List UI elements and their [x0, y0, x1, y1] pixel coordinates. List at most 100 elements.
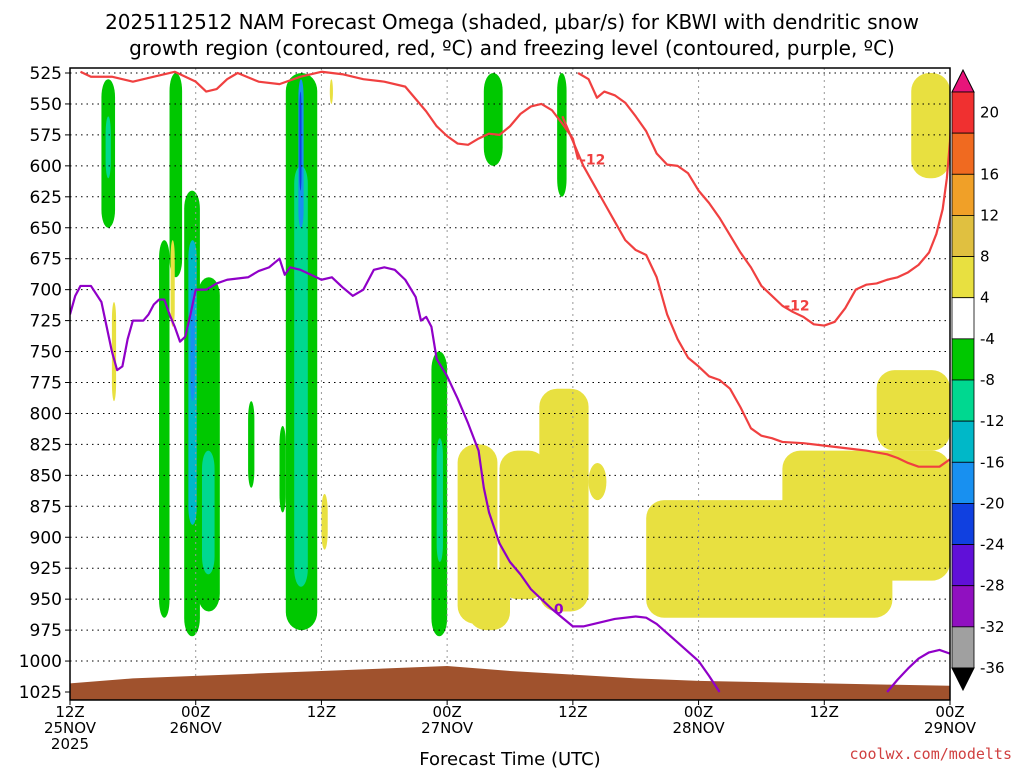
y-tick-label-13: 850 [30, 466, 62, 486]
colorbar-label-3: 8 [980, 248, 990, 266]
colorbar-swatch-11 [951, 544, 975, 587]
y-tick-label-19: 1000 [19, 652, 62, 672]
colorbar-swatch-6 [951, 338, 975, 381]
x-tick-label-3-1: 27NOV [421, 719, 474, 737]
y-tick-label-17: 950 [30, 590, 62, 610]
colorbar-label-5: -4 [980, 330, 995, 348]
colorbar-swatch-2 [951, 173, 975, 216]
credit-text: coolwx.com/modelts [849, 745, 1012, 763]
colorbar-swatch-0 [951, 91, 975, 134]
dendritic-contour-1 [577, 72, 950, 327]
colorbar-label-13: -36 [980, 659, 1005, 677]
y-axis-ticks: 525 550 575 600 625 650 675 700 725 750 775 800 825 8… [19, 64, 70, 703]
x-tick-label-1-1: 26NOV [170, 719, 223, 737]
colorbar-swatch-8 [951, 420, 975, 463]
colorbar-swatch-10 [951, 503, 975, 545]
omega-region-9 [248, 401, 255, 488]
omega-region-8 [202, 450, 215, 575]
x-tick-label-0-2: 2025 [51, 735, 89, 753]
freezing-contour-1 [886, 648, 950, 693]
omega-region-22 [329, 79, 333, 104]
colorbar-swatch-4 [951, 256, 975, 299]
omega-region-29 [782, 450, 950, 581]
colorbar-swatch-5 [951, 297, 975, 340]
omega-region-27 [588, 462, 607, 501]
x-tick-label-7-0: 00Z [935, 703, 964, 721]
colorbar-label-0: 20 [980, 104, 999, 122]
y-tick-label-12: 825 [30, 435, 62, 455]
colorbar-swatch-1 [951, 132, 975, 175]
omega-region-2 [159, 240, 170, 618]
x-tick-label-7-1: 29NOV [924, 719, 977, 737]
colorbar-label-8: -16 [980, 453, 1005, 471]
plot-frame [69, 67, 951, 701]
colorbar-label-9: -20 [980, 494, 1005, 512]
colorbar: 20 16 12 8 4 -4 -8 -12 -16 -20 -24 -28 -32 -36 [951, 68, 1005, 692]
y-tick-label-2: 575 [30, 126, 62, 146]
terrain-fill [70, 666, 950, 700]
chart-title-line-2: growth region (contoured, red, ºC) and f… [129, 36, 895, 60]
dendritic-contour-label-0: -12 [580, 153, 605, 169]
x-tick-label-5-1: 28NOV [673, 719, 726, 737]
y-tick-label-0: 525 [30, 64, 62, 84]
colorbar-label-12: -32 [980, 618, 1005, 636]
y-tick-label-3: 600 [30, 157, 62, 177]
y-tick-label-7: 700 [30, 281, 62, 301]
x-tick-label-3-0: 00Z [432, 703, 461, 721]
y-tick-label-16: 925 [30, 559, 62, 579]
x-tick-label-5-0: 00Z [684, 703, 713, 721]
y-tick-label-11: 800 [30, 404, 62, 424]
x-tick-label-4-0: 12Z [558, 703, 587, 721]
y-tick-label-20: 1025 [19, 683, 62, 703]
omega-region-20 [170, 240, 175, 327]
y-tick-label-5: 650 [30, 219, 62, 239]
omega-region-26 [539, 388, 589, 612]
colorbar-label-6: -8 [980, 371, 995, 389]
dendritic-contour-0 [80, 70, 580, 160]
x-tick-label-2-0: 12Z [307, 703, 336, 721]
omega-region-30 [876, 370, 950, 451]
colorbar-swatch-13 [951, 626, 975, 669]
y-tick-label-8: 725 [30, 312, 62, 332]
omega-region-3 [169, 73, 183, 278]
freezing-contour-0 [70, 257, 721, 693]
x-tick-label-0-0: 12Z [55, 703, 84, 721]
colorbar-swatch-9 [951, 461, 975, 504]
chart-title-line-1: 2025112512 NAM Forecast Omega (shaded, μ… [105, 10, 919, 34]
omega-region-6 [190, 289, 195, 402]
colorbar-label-7: -12 [980, 412, 1005, 430]
contour-lines: -12-12-180 [70, 70, 950, 693]
y-tick-label-6: 675 [30, 250, 62, 270]
colorbar-bottom-arrow [951, 667, 975, 692]
colorbar-label-2: 12 [980, 206, 999, 224]
colorbar-label-10: -24 [980, 536, 1005, 554]
omega-region-10 [279, 425, 286, 513]
omega-region-31 [911, 73, 950, 179]
colorbar-swatch-3 [951, 215, 975, 257]
y-tick-label-9: 750 [30, 343, 62, 363]
x-tick-label-1-0: 00Z [181, 703, 210, 721]
omega-region-14 [299, 91, 302, 191]
omega-region-21 [321, 493, 328, 550]
colorbar-swatch-7 [951, 379, 975, 422]
y-tick-label-1: 550 [30, 95, 62, 115]
dendritic-contour-label-1: -12 [784, 299, 809, 315]
y-tick-label-15: 900 [30, 528, 62, 548]
freezing-contour-label-0: 0 [554, 602, 564, 618]
x-tick-label-0-1: 25NOV [44, 719, 97, 737]
y-tick-label-4: 625 [30, 188, 62, 208]
dendritic-contour-2 [561, 115, 950, 468]
omega-region-1 [105, 116, 111, 179]
omega-region-16 [436, 438, 443, 563]
omega-region-12 [294, 165, 308, 587]
omega-region-17 [483, 73, 503, 166]
plot-area: -12-12-180 [69, 67, 951, 701]
y-tick-label-14: 875 [30, 497, 62, 517]
colorbar-label-1: 16 [980, 165, 999, 183]
colorbar-label-11: -28 [980, 577, 1005, 595]
colorbar-swatch-12 [951, 585, 975, 628]
terrain-surface [70, 666, 950, 700]
x-axis-label: Forecast Time (UTC) [419, 749, 600, 768]
